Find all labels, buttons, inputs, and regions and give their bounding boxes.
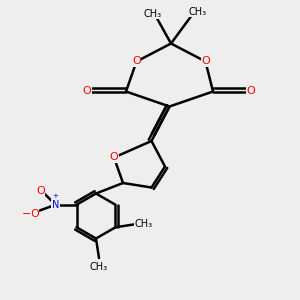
Text: O: O	[110, 152, 118, 163]
Text: CH₃: CH₃	[189, 7, 207, 17]
Text: CH₃: CH₃	[135, 219, 153, 229]
Text: −: −	[22, 209, 31, 219]
Text: O: O	[30, 209, 39, 219]
Text: CH₃: CH₃	[90, 262, 108, 272]
Text: CH₃: CH₃	[144, 8, 162, 19]
Text: O: O	[246, 86, 255, 97]
Text: +: +	[52, 193, 59, 199]
Text: N: N	[52, 200, 59, 210]
Text: O: O	[82, 86, 91, 97]
Text: O: O	[201, 56, 210, 67]
Text: O: O	[132, 56, 141, 67]
Text: O: O	[36, 186, 45, 196]
